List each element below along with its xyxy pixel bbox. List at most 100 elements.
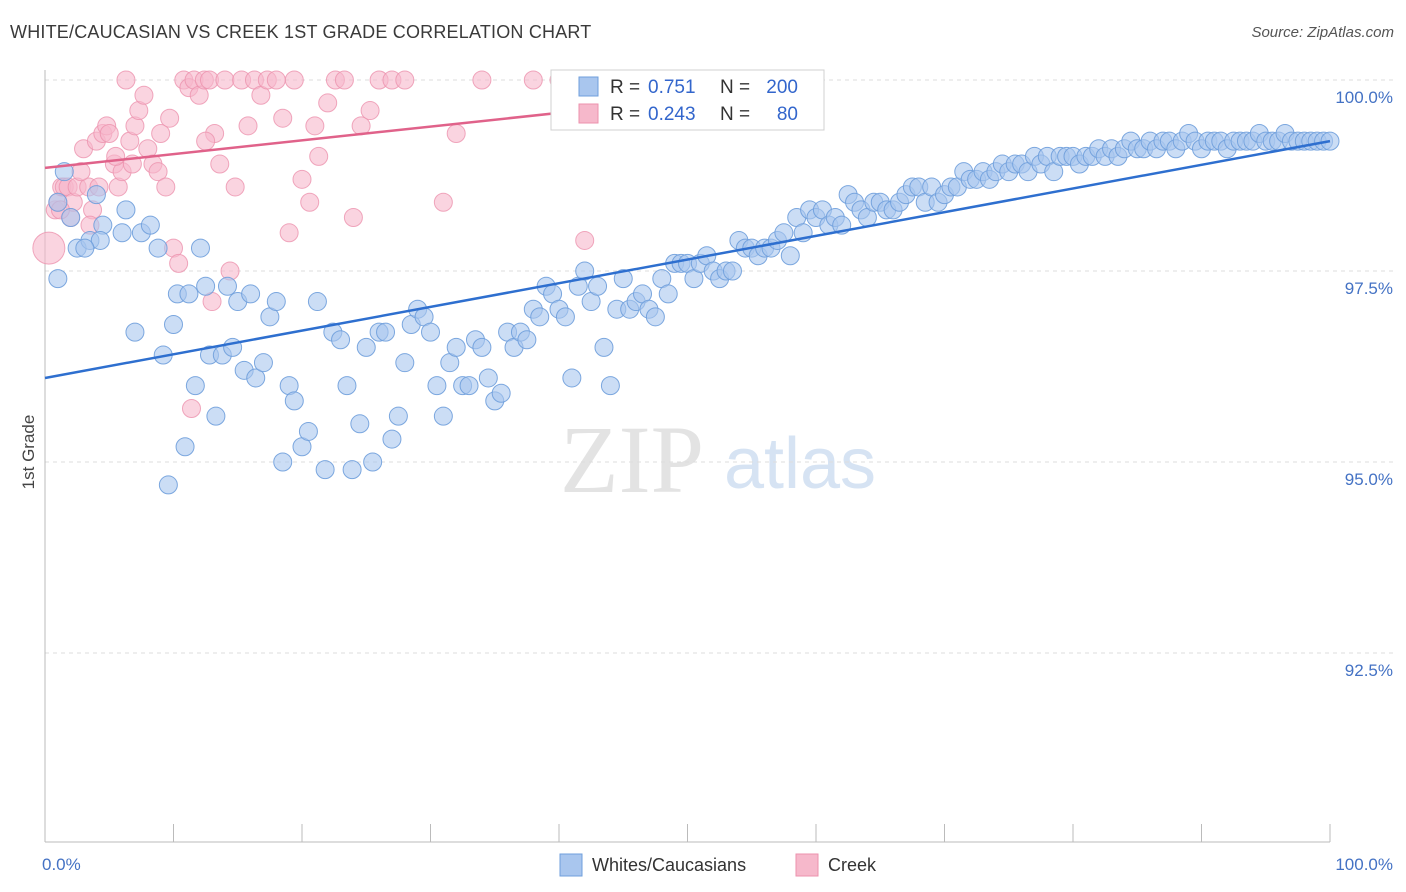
axes: 92.5% 95.0% 97.5% 100.0% 0.0% 100.0%: [42, 70, 1393, 874]
legend-r-value-creek: 0.243: [648, 104, 696, 125]
creek-point: [134, 85, 154, 105]
y-tick-label: 95.0%: [1345, 470, 1393, 489]
whites-point: [175, 437, 195, 457]
whites-point: [382, 429, 402, 449]
creek-point: [300, 192, 320, 212]
whites-point: [164, 314, 183, 334]
whites-point: [459, 376, 479, 396]
creek-point: [318, 93, 338, 113]
creek-point: [292, 169, 312, 189]
legend-n-label-whites: N =: [720, 77, 750, 98]
whites-point: [363, 452, 383, 472]
whites-point: [266, 292, 286, 312]
creek-point: [433, 192, 453, 212]
whites-point: [315, 460, 335, 480]
creek-point: [151, 123, 171, 143]
whites-point: [342, 460, 362, 480]
x-tick-label-min: 0.0%: [42, 855, 81, 874]
watermark-atlas: atlas: [724, 424, 876, 504]
whites-point: [112, 223, 132, 243]
whites-point: [61, 208, 81, 228]
whites-point: [658, 284, 678, 304]
y-tick-label: 97.5%: [1345, 279, 1393, 298]
whites-points: [48, 123, 1340, 495]
whites-point: [395, 353, 415, 373]
whites-point: [90, 230, 110, 250]
whites-point: [645, 307, 665, 327]
whites-point: [148, 238, 168, 258]
whites-point: [472, 337, 492, 357]
legend-n-value-whites: 200: [766, 77, 798, 98]
creek-point: [210, 154, 230, 174]
creek-point: [266, 70, 286, 90]
creek-point: [116, 70, 136, 90]
creek-point: [156, 177, 176, 197]
legend-n-label-creek: N =: [720, 104, 750, 125]
whites-point: [774, 223, 794, 243]
correlation-legend: R = 0.751 N = 200 R = 0.243 N = 80: [550, 69, 825, 131]
chart-source: Source: ZipAtlas.com: [1251, 24, 1394, 41]
creek-point: [169, 253, 189, 273]
whites-point: [284, 391, 304, 411]
whites-point: [356, 337, 376, 357]
whites-point: [613, 269, 633, 289]
whites-point: [217, 276, 237, 296]
whites-point: [555, 307, 575, 327]
whites-point: [478, 368, 498, 388]
y-tick-label: 100.0%: [1335, 88, 1393, 107]
whites-point: [190, 238, 210, 258]
legend-r-label-creek: R =: [610, 104, 640, 125]
creek-point: [99, 123, 119, 143]
whites-point: [421, 322, 440, 342]
whites-point: [600, 376, 620, 396]
creek-point: [238, 116, 258, 136]
whites-point: [158, 475, 178, 495]
whites-point: [86, 185, 106, 205]
whites-point: [206, 406, 226, 426]
whites-point: [241, 284, 261, 304]
whites-point: [75, 238, 95, 258]
watermark-zip: ZIP: [560, 406, 704, 513]
creek-point: [279, 223, 299, 243]
creek-point: [446, 123, 466, 143]
creek-point: [575, 230, 595, 250]
whites-point: [780, 246, 800, 266]
y-tick-label: 92.5%: [1345, 661, 1393, 680]
creek-point: [196, 131, 216, 151]
whites-point: [388, 406, 408, 426]
bottom-legend-swatch-whites: [559, 853, 583, 877]
bottom-legend-label-creek: Creek: [828, 855, 877, 875]
whites-point: [48, 269, 68, 289]
x-tick-label-max: 100.0%: [1335, 855, 1393, 874]
whites-point: [337, 376, 357, 396]
creek-point: [334, 70, 354, 90]
whites-point: [179, 284, 199, 304]
bottom-legend-label-whites: Whites/Caucasians: [592, 855, 746, 875]
creek-point: [181, 399, 201, 419]
creek-point: [395, 70, 415, 90]
whites-point: [140, 215, 160, 235]
whites-point: [562, 368, 582, 388]
creek-point: [106, 146, 126, 166]
whites-point: [491, 383, 511, 403]
whites-point: [427, 376, 447, 396]
whites-point: [433, 406, 453, 426]
creek-point: [309, 146, 329, 166]
whites-point: [722, 261, 742, 281]
whites-point: [298, 421, 318, 441]
creek-point: [225, 177, 245, 197]
creek-point: [284, 70, 304, 90]
whites-point: [307, 292, 327, 312]
creek-point: [160, 108, 180, 128]
creek-point: [215, 70, 235, 90]
creek-point: [343, 208, 363, 228]
whites-point: [273, 452, 293, 472]
whites-point: [517, 330, 537, 350]
creek-point: [305, 116, 325, 136]
legend-swatch-creek: [578, 103, 599, 124]
legend-swatch-whites: [578, 76, 599, 97]
whites-point: [530, 307, 550, 327]
whites-point: [575, 261, 595, 281]
creek-point: [472, 70, 492, 90]
